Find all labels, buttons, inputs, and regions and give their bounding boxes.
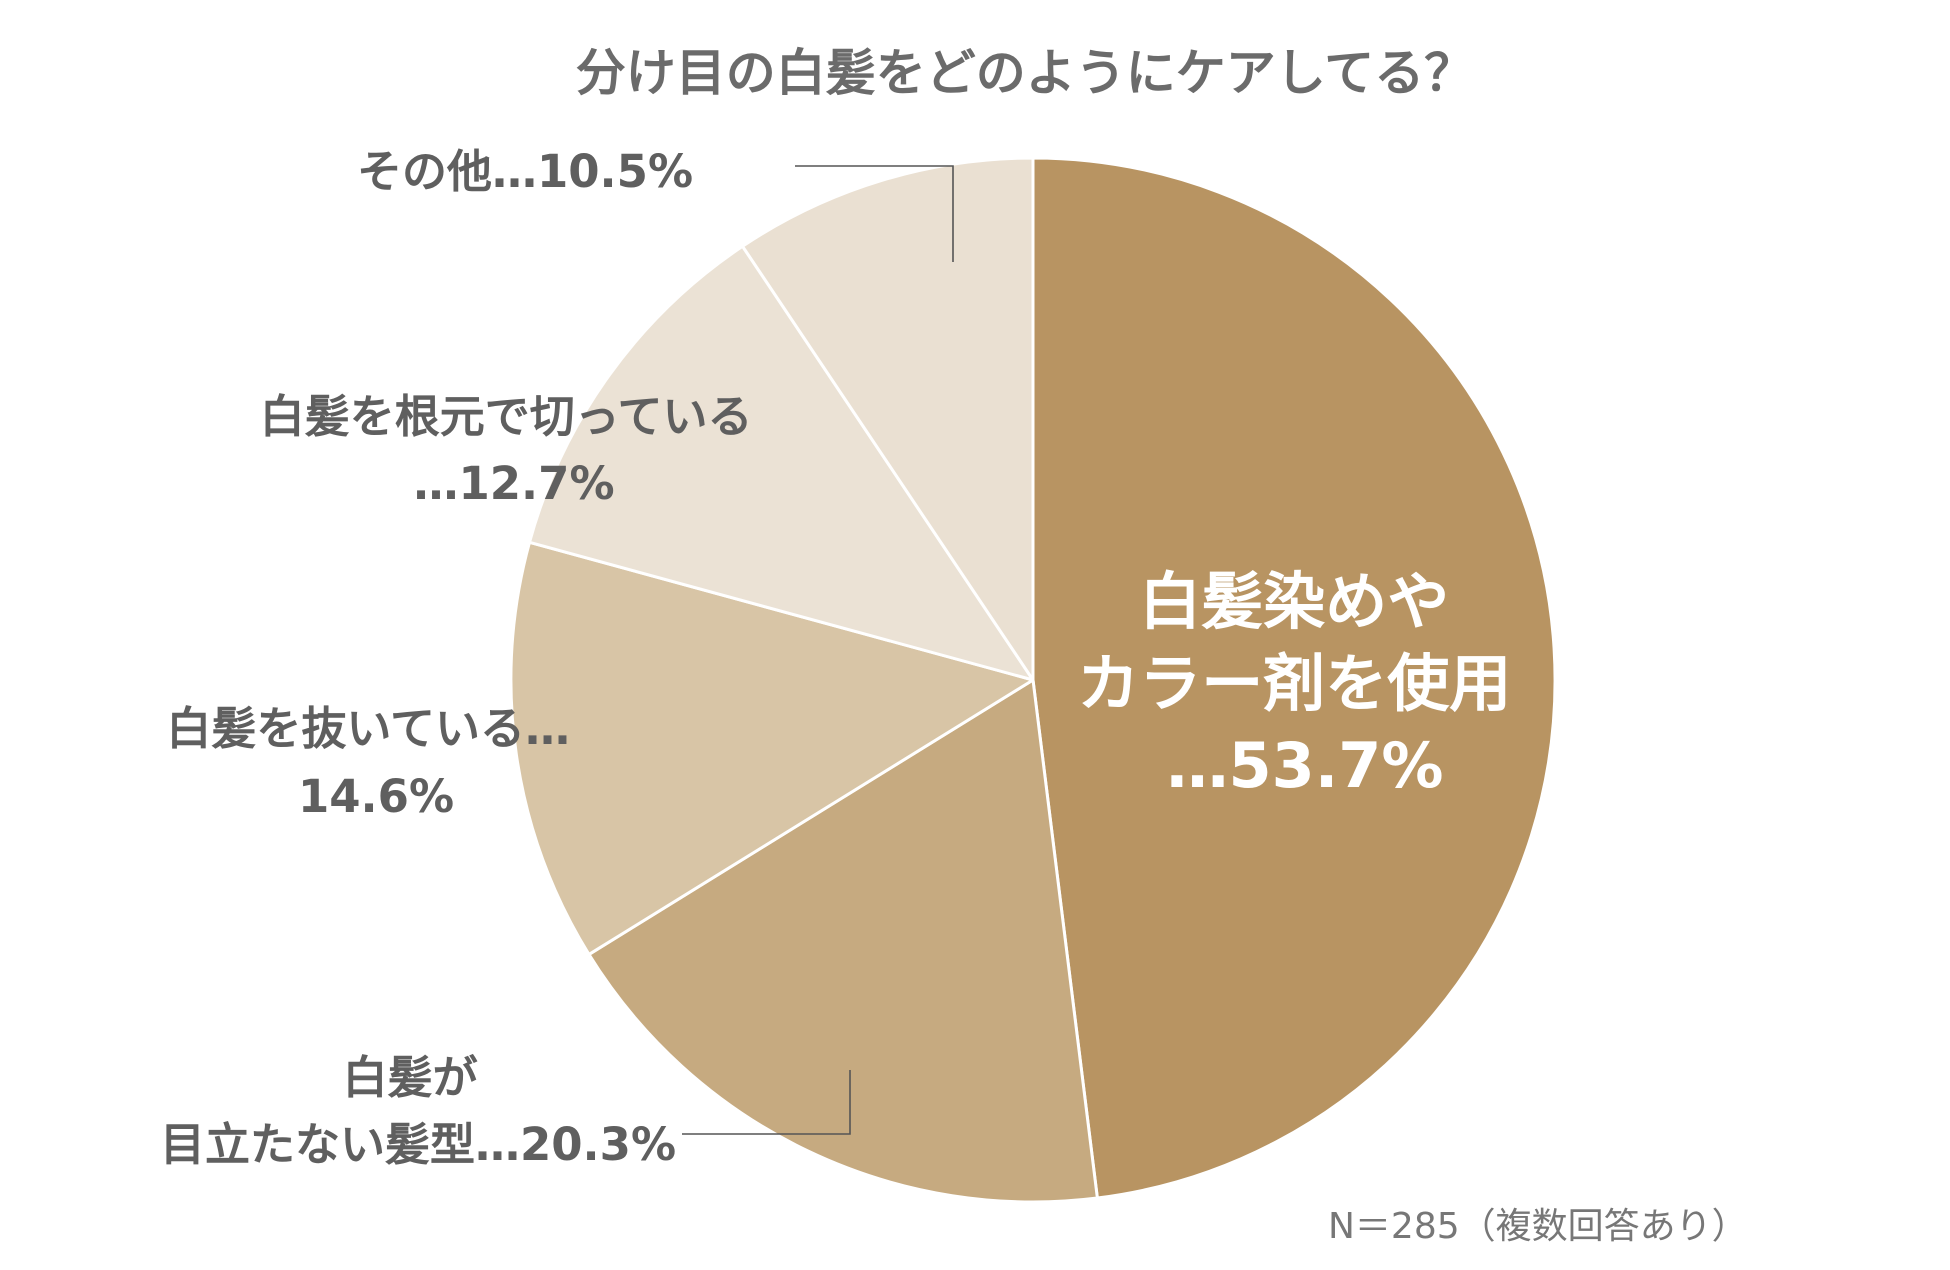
pie-slice-hair-dye — [1031, 156, 1557, 1200]
slice-label-other: その他…10.5% — [357, 145, 693, 198]
leader-line-other — [795, 165, 954, 262]
sample-size-note: N＝285（複数回答あり） — [1328, 1206, 1748, 1247]
chart-title: 分け目の白髪をどのようにケアしてる？ — [576, 44, 1475, 102]
pie-slice-hairstyle — [587, 678, 1099, 1204]
leader-line-hairstyle — [682, 1070, 851, 1135]
slice-label-cutting: 白髪を根元で切っている …12.7% — [260, 390, 768, 510]
pie-slice-cutting — [527, 244, 1035, 682]
slice-label-hair-dye: 白髪染めや カラー剤を使用 …53.7% — [1077, 565, 1533, 802]
slice-label-hairstyle: 白髪が 目立たない髪型…20.3% — [160, 1051, 676, 1171]
slice-label-plucking: 白髪を抜いている… 14.6% — [166, 702, 585, 823]
pie-slices — [509, 156, 1557, 1204]
pie-slice-other — [741, 156, 1035, 682]
